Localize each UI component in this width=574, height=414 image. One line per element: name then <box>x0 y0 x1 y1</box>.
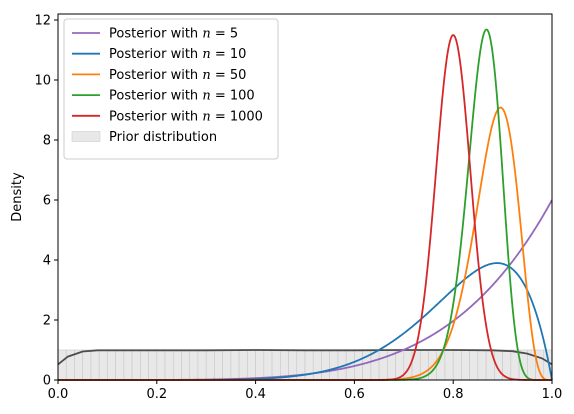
legend-label-3: Posterior with n = 50 <box>109 68 246 83</box>
axis-ticks: 0.0 0.2 0.4 0.6 0.8 1.0 0 2 4 6 8 10 12 <box>34 14 562 403</box>
prior-bar <box>107 349 116 381</box>
prior-bar <box>197 349 207 381</box>
y-tick-label: 4 <box>43 254 51 269</box>
prior-bar <box>189 349 199 381</box>
y-tick-label: 8 <box>43 134 51 149</box>
y-tick-label: 10 <box>34 74 51 89</box>
legend-swatch-prior <box>71 131 101 142</box>
legend-label-1: Posterior with n = 5 <box>109 27 238 42</box>
prior-bar <box>329 349 339 381</box>
prior-bar <box>140 349 149 381</box>
prior-bar <box>271 349 281 381</box>
x-tick-label: 0.4 <box>245 387 266 402</box>
prior-bar <box>304 349 314 381</box>
prior-bar <box>98 349 108 381</box>
prior-bar <box>214 349 223 381</box>
prior-bar <box>148 349 158 381</box>
prior-bar <box>164 349 174 381</box>
prior-bar <box>222 349 232 381</box>
prior-bar <box>469 349 479 381</box>
prior-bar <box>312 349 322 381</box>
prior-bar <box>156 349 166 381</box>
x-tick-label: 0.8 <box>443 387 464 402</box>
legend-box <box>63 18 279 160</box>
y-tick-label: 2 <box>43 314 51 329</box>
x-tick-label: 0.0 <box>48 387 69 402</box>
y-tick-label: 0 <box>43 374 51 389</box>
plot-frame <box>57 13 553 381</box>
prior-bar <box>123 349 133 381</box>
prior-bar <box>263 349 273 381</box>
prior-bar <box>172 349 182 381</box>
prior-bar <box>378 349 388 381</box>
x-tick-label: 1.0 <box>542 387 563 402</box>
prior-bar <box>238 349 248 381</box>
prior-bar <box>321 349 331 381</box>
legend-label-4: Posterior with n = 100 <box>109 89 255 104</box>
prior-bar <box>477 349 487 381</box>
prior-bar <box>82 349 92 381</box>
prior-bar <box>255 349 265 381</box>
prior-bar <box>205 349 215 381</box>
prior-bar <box>452 349 462 381</box>
prior-bar <box>230 349 240 381</box>
prior-bar <box>247 349 256 381</box>
legend: Posterior with n = 5 Posterior with n = 1… <box>63 18 279 160</box>
y-axis-label: Density <box>10 172 25 222</box>
y-tick-label: 12 <box>34 14 51 29</box>
prior-bar <box>131 349 141 381</box>
legend-label-prior: Prior distribution <box>109 130 217 145</box>
prior-bar <box>461 349 470 381</box>
prior-bar <box>90 349 100 381</box>
y-tick-label: 6 <box>43 194 51 209</box>
legend-label-2: Posterior with n = 10 <box>109 47 246 62</box>
prior-bar <box>444 349 454 381</box>
legend-label-5: Posterior with n = 1000 <box>109 109 263 124</box>
x-tick-label: 0.6 <box>344 387 365 402</box>
prior-bar <box>57 349 67 381</box>
prior-bar <box>115 349 125 381</box>
x-tick-label: 0.2 <box>146 387 167 402</box>
prior-bar <box>181 349 191 381</box>
